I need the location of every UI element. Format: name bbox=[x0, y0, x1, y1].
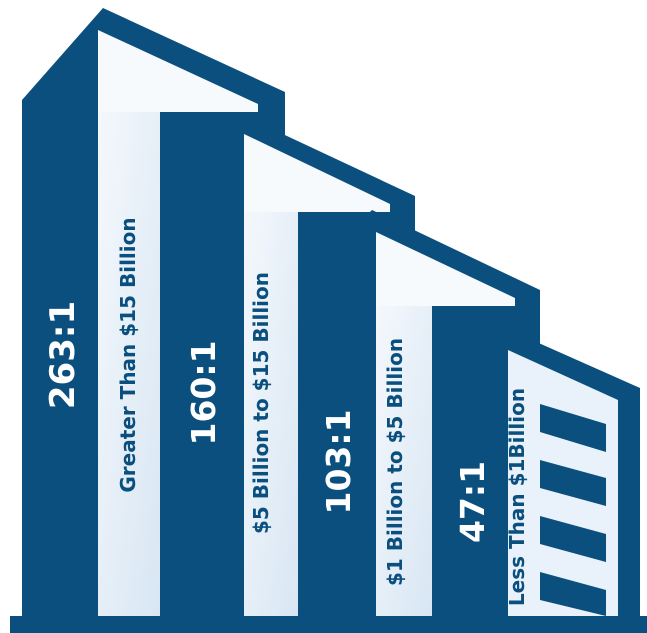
category-label-2: $5 Billion to $15 Billion bbox=[249, 272, 273, 534]
category-label-4: Less Than $1Billion bbox=[505, 388, 529, 606]
ratio-label-1: 263:1 bbox=[43, 301, 83, 409]
ground-line bbox=[10, 616, 647, 633]
category-label-1: Greater Than $15 Billion bbox=[116, 217, 140, 492]
building-3-face bbox=[376, 232, 515, 306]
building-1-face bbox=[98, 30, 258, 112]
building-2-window bbox=[244, 212, 298, 616]
ratio-label-3: 103:1 bbox=[319, 409, 358, 514]
ratio-label-4: 47:1 bbox=[453, 461, 492, 543]
building-4 bbox=[438, 328, 640, 616]
building-2-face bbox=[244, 134, 390, 212]
ratio-label-2: 160:1 bbox=[184, 340, 223, 445]
building-4-slat-2 bbox=[540, 460, 606, 506]
building-3-window bbox=[376, 306, 432, 616]
category-label-3: $1 Billion to $5 Billion bbox=[383, 338, 407, 586]
building-4-slat-3 bbox=[540, 516, 606, 562]
building-4-slat-4 bbox=[540, 572, 606, 616]
building-1-window bbox=[98, 112, 160, 616]
building-4-slat-1 bbox=[540, 404, 606, 452]
